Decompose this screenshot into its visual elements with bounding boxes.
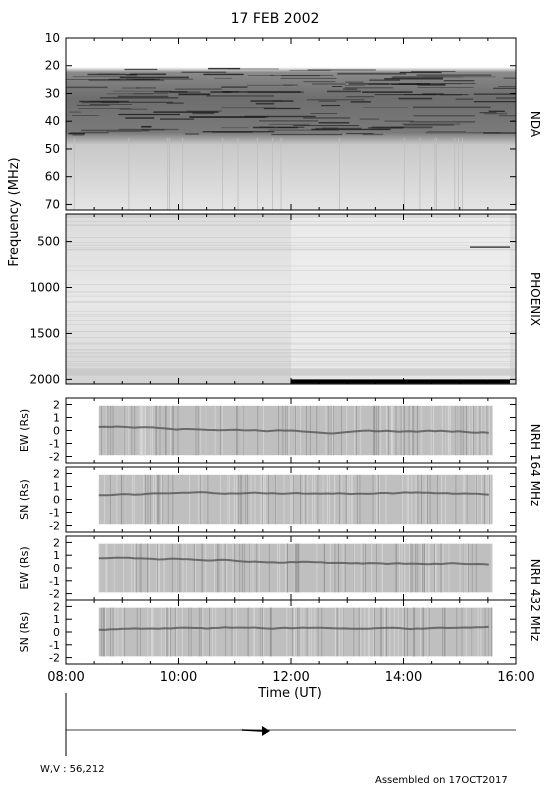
x-tick-label: 12:00	[272, 670, 309, 685]
nrh-source-track	[98, 625, 489, 631]
y-tick-label: -2	[49, 520, 60, 533]
footer-assembled-note: Assembled on 17OCT2017	[375, 775, 508, 786]
y-tick-label: 60	[45, 170, 60, 184]
x-tick-label: 10:00	[160, 670, 197, 685]
y-tick-label: -2	[49, 451, 60, 464]
y-tick-label: 500	[37, 235, 60, 249]
y-tick-label: 2000	[29, 372, 60, 386]
x-tick-label: 08:00	[47, 670, 84, 685]
y-tick-label: 1	[53, 549, 60, 562]
nrh-group-label: NRH 432 MHz	[528, 559, 542, 642]
panel-y-label: SN (Rs)	[18, 479, 31, 520]
y-tick-label: 0	[53, 494, 60, 507]
phoenix-later-segment	[291, 214, 510, 384]
y-tick-label: 20	[45, 59, 60, 73]
x-tick-label: 16:00	[497, 670, 534, 685]
y-tick-label: 1	[53, 481, 60, 494]
nrh-data-fill	[98, 474, 493, 525]
nrh-texture	[103, 474, 491, 525]
y-tick-label: -2	[49, 588, 60, 601]
wind-vector-arrow	[241, 729, 263, 732]
y-tick-label: 1	[53, 613, 60, 626]
y-tick-label: 10	[45, 31, 60, 45]
panel-nrh164-sn: 210-1-2 SN (Rs)	[18, 466, 517, 533]
x-tick-label: 14:00	[385, 670, 422, 685]
y-tick-label: 70	[45, 197, 60, 211]
y-tick-label: 1500	[29, 326, 60, 340]
y-tick-label: 30	[45, 86, 60, 100]
y-tick-label: 1000	[29, 281, 60, 295]
panel-y-label: EW (Rs)	[18, 409, 31, 452]
y-tick-label: 2	[53, 468, 60, 481]
panel-nrh164-ew: 210-1-2 EW (Rs)	[18, 397, 517, 464]
panel-right-label: PHOENIX	[528, 272, 542, 326]
wind-vector-arrowhead	[262, 726, 270, 736]
x-axis: 08:00 10:00 12:00 14:00 16:00	[47, 670, 534, 685]
panels: 10203040506070NDA500100015002000PHOENIX2…	[18, 31, 542, 665]
wind-vector-panel	[65, 693, 516, 756]
page-title: 17 FEB 2002	[231, 11, 320, 27]
nrh-source-track	[98, 556, 489, 566]
nrh-source-track	[98, 425, 489, 435]
y-tick-label: 2	[53, 600, 60, 613]
y-tick-label: 0	[53, 626, 60, 639]
panel-nrh432-sn: 210-1-2 SN (Rs)	[18, 599, 517, 665]
y-tick-label: 2	[53, 536, 60, 549]
nrh-source-track	[98, 491, 489, 497]
y-tick-label: -1	[49, 438, 60, 451]
nrh-texture	[101, 405, 490, 456]
y-tick-label: -1	[49, 639, 60, 652]
panel-right-label: NDA	[528, 111, 542, 138]
x-axis-label: Time (UT)	[257, 686, 322, 701]
y-tick-label: 0	[53, 425, 60, 438]
y-tick-label: 0	[53, 562, 60, 575]
panel-y-label: EW (Rs)	[18, 546, 31, 589]
y-tick-label: 50	[45, 142, 60, 156]
panel-phoenix: 500 1000 1500 2000 PHOENIX	[29, 213, 542, 386]
y-tick-label: 40	[45, 114, 60, 128]
panel-y-label: SN (Rs)	[18, 612, 31, 653]
phoenix-low-band	[66, 368, 516, 376]
nda-spectrum-fill	[66, 38, 516, 210]
nda-burst-streaks	[66, 67, 516, 210]
panel-nda: 10 20 30 40 50 60 70 NDA	[45, 31, 542, 211]
y-tick-label: 1	[53, 412, 60, 425]
footer-wv-readout: W,V : 56,212	[40, 764, 105, 775]
nrh-texture	[98, 543, 493, 593]
nrh-data-fill	[98, 607, 493, 657]
nrh-group-label: NRH 164 MHz	[528, 424, 542, 507]
main-y-axis-label: Frequency (MHz)	[7, 157, 22, 266]
y-tick-label: -1	[49, 507, 60, 520]
nrh-texture	[101, 607, 492, 657]
y-tick-label: 2	[53, 399, 60, 412]
panel-nrh432-ew: 210-1-2 EW (Rs)	[18, 535, 517, 601]
y-tick-label: -1	[49, 575, 60, 588]
phoenix-dark-band	[291, 379, 510, 384]
y-tick-label: -2	[49, 652, 60, 665]
